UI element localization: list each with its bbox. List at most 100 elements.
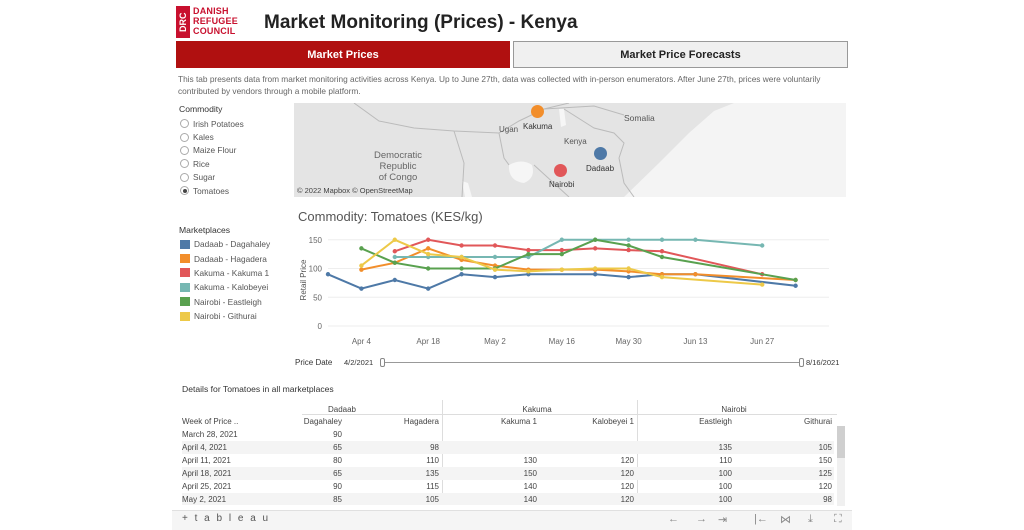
revert-icon[interactable]: ⇥	[718, 514, 728, 526]
data-point[interactable]	[459, 254, 464, 260]
commodity-option[interactable]: Kales	[180, 130, 244, 143]
data-point[interactable]	[459, 266, 464, 271]
radio-button[interactable]	[180, 132, 189, 142]
market-map[interactable]: Ugan Somalia Kenya Democratic Republic o…	[294, 103, 846, 197]
redo-icon[interactable]: →	[696, 513, 707, 525]
legend-item[interactable]: Kakuma - Kalobeyei	[180, 280, 270, 294]
data-point[interactable]	[492, 243, 498, 248]
data-point[interactable]	[426, 251, 431, 257]
data-point[interactable]	[659, 249, 665, 254]
legend-item[interactable]: Kakuma - Kakuma 1	[180, 266, 270, 280]
table-scroll-thumb[interactable]	[837, 426, 845, 458]
data-point[interactable]	[593, 237, 598, 242]
data-point[interactable]	[392, 260, 397, 265]
commodity-option[interactable]: Tomatoes	[180, 184, 244, 197]
radio-button[interactable]	[180, 186, 189, 196]
tableau-logo[interactable]: + t a b l e a u	[182, 513, 271, 524]
commodity-option[interactable]: Rice	[180, 157, 244, 170]
data-point[interactable]	[492, 267, 498, 272]
marketplaces-legend-title: Marketplaces	[179, 225, 231, 235]
data-point[interactable]	[626, 266, 631, 271]
data-point[interactable]	[593, 272, 598, 277]
data-point[interactable]	[359, 267, 364, 272]
legend-item[interactable]: Dadaab - Dagahaley	[180, 237, 270, 251]
download-icon[interactable]: ⤓	[808, 513, 813, 525]
tab-market-price-forecasts[interactable]: Market Price Forecasts	[513, 41, 848, 68]
commodity-option-label: Tomatoes	[193, 185, 229, 196]
radio-button[interactable]	[180, 159, 189, 169]
data-point[interactable]	[526, 251, 531, 257]
data-point[interactable]	[459, 272, 464, 277]
data-point[interactable]	[659, 254, 665, 260]
data-point[interactable]	[793, 283, 798, 288]
data-point[interactable]	[593, 266, 598, 271]
data-point[interactable]	[593, 246, 598, 251]
y-tick-label: 0	[318, 322, 323, 331]
share-icon[interactable]: ⋈	[780, 514, 791, 526]
data-point[interactable]	[659, 237, 665, 242]
data-point[interactable]	[325, 272, 331, 277]
radio-button[interactable]	[180, 145, 189, 155]
drc-logo: DRC DANISH REFUGEE COUNCIL	[176, 6, 256, 38]
legend-item[interactable]: Nairobi - Eastleigh	[180, 295, 270, 309]
data-point[interactable]	[359, 246, 364, 251]
data-point[interactable]	[492, 274, 498, 280]
commodity-option[interactable]: Irish Potatoes	[180, 117, 244, 130]
commodity-option[interactable]: Maize Flour	[180, 144, 244, 157]
legend-label: Kakuma - Kakuma 1	[194, 267, 270, 278]
first-page-icon[interactable]: |←	[754, 513, 768, 525]
table-cell: 110	[426, 456, 439, 465]
data-point[interactable]	[426, 286, 431, 291]
row-week: April 11, 2021	[182, 456, 231, 465]
data-point[interactable]	[359, 286, 364, 291]
tab-market-prices[interactable]: Market Prices	[176, 41, 510, 68]
data-point[interactable]	[693, 237, 698, 242]
map-attribution[interactable]: © 2022 Mapbox © OpenStreetMap	[297, 186, 413, 195]
data-point[interactable]	[392, 237, 397, 242]
fullscreen-icon[interactable]: ⛶	[834, 513, 842, 525]
commodity-option-label: Sugar	[193, 172, 216, 183]
data-point[interactable]	[526, 269, 531, 274]
undo-icon[interactable]: ←	[668, 513, 679, 525]
price-date-start-handle[interactable]	[380, 358, 385, 367]
data-point[interactable]	[626, 237, 631, 242]
header-separator	[302, 414, 837, 415]
data-point[interactable]	[559, 237, 564, 242]
series-line[interactable]	[360, 238, 763, 286]
map-marker-nairobi[interactable]	[554, 164, 567, 177]
legend-item[interactable]: Dadaab - Hagadera	[180, 251, 270, 265]
data-point[interactable]	[392, 249, 397, 254]
data-point[interactable]	[492, 254, 498, 260]
data-point[interactable]	[426, 237, 431, 242]
table-cell: 80	[333, 456, 342, 465]
data-point[interactable]	[626, 274, 631, 280]
commodity-option[interactable]: Sugar	[180, 171, 244, 184]
data-point[interactable]	[426, 266, 431, 271]
price-date-end-handle[interactable]	[799, 358, 804, 367]
data-point[interactable]	[659, 274, 665, 280]
map-marker-dadaab[interactable]	[594, 147, 607, 160]
data-point[interactable]	[626, 243, 631, 248]
price-line-chart[interactable]: 0 50 100 150 Apr 4 Apr 18 May 2 May 16 May 30 Jun…	[294, 230, 834, 350]
data-point[interactable]	[559, 247, 564, 253]
column-header: Hagadera	[403, 417, 439, 426]
data-point[interactable]	[359, 263, 364, 268]
legend-item[interactable]: Nairobi - Githurai	[180, 309, 270, 323]
data-point[interactable]	[693, 272, 698, 277]
data-point[interactable]	[626, 247, 631, 253]
data-point[interactable]	[559, 251, 564, 257]
data-point[interactable]	[426, 246, 431, 251]
radio-button[interactable]	[180, 172, 189, 182]
data-point[interactable]	[793, 277, 798, 283]
data-point[interactable]	[760, 282, 765, 287]
data-point[interactable]	[526, 247, 531, 253]
data-point[interactable]	[459, 243, 464, 248]
data-point[interactable]	[559, 267, 564, 272]
map-marker-kakuma[interactable]	[531, 105, 544, 118]
radio-button[interactable]	[180, 119, 189, 129]
data-point[interactable]	[760, 243, 765, 248]
data-point[interactable]	[392, 254, 397, 260]
table-scrollbar[interactable]	[837, 426, 845, 506]
data-point[interactable]	[392, 277, 397, 283]
